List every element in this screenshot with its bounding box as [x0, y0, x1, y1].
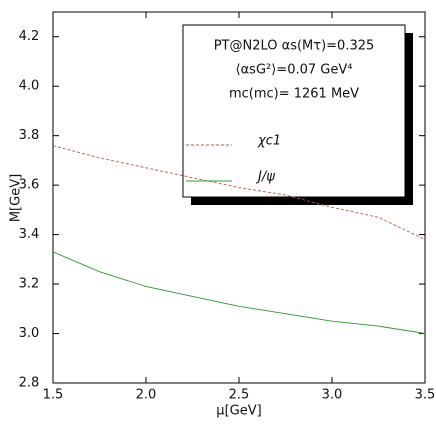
line [52, 251, 426, 334]
line [52, 145, 426, 240]
y-tick-label: 3.8 [19, 128, 40, 143]
y-tick-label: 3.0 [19, 326, 40, 341]
legend-text: PT@N2LO αs(Mτ)=0.325 [214, 39, 375, 54]
y-tick-label: 4.2 [19, 29, 40, 44]
x-tick-label: 1.5 [43, 388, 64, 403]
x-tick-label: 2.5 [229, 388, 250, 403]
y-tick-label: 3.2 [19, 277, 40, 292]
x-tick-label: 2.0 [136, 388, 157, 403]
y-tick-label: 2.8 [19, 376, 40, 391]
y-tick-label: 3.6 [19, 178, 40, 193]
x-tick-label: 3.5 [415, 388, 436, 403]
legend-label: J/ψ [255, 170, 275, 185]
x-axis-label: μ[GeV] [216, 404, 261, 419]
legend-label: χc1 [257, 134, 281, 149]
y-tick-label: 4.0 [19, 79, 40, 94]
y-tick-label: 3.4 [19, 227, 40, 242]
x-tick-label: 3.0 [322, 388, 343, 403]
legend-box [182, 24, 406, 198]
legend-text: ⟨αsG²⟩=0.07 GeV⁴ [236, 63, 353, 78]
y-axis-label: M[GeV] [9, 174, 24, 222]
legend-text: mc(mc)= 1261 MeV [229, 87, 359, 102]
